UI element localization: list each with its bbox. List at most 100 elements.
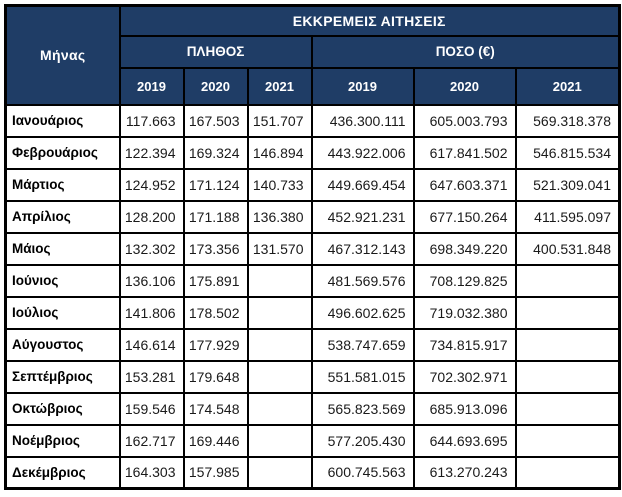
month-cell: Νοέμβριος: [4, 423, 121, 458]
count-2019-cell: 128.200: [118, 199, 185, 234]
count-year-2020-header: 2020: [182, 66, 249, 106]
amount-2021-cell: 400.531.848: [514, 231, 621, 266]
amount-2021-cell: [514, 295, 621, 330]
table-row: Μάρτιος 124.952 171.124 140.733 449.669.…: [4, 167, 621, 202]
count-2021-cell: [247, 295, 313, 330]
amount-2019-cell: 565.823.569: [310, 391, 415, 426]
table-title-row: Μήνας ΕΚΚΡΕΜΕΙΣ ΑΙΤΗΣΕΙΣ: [4, 4, 621, 106]
count-2020-cell: 178.502: [183, 295, 249, 330]
table-row: Φεβρουάριος 122.394 169.324 146.894 443.…: [4, 135, 621, 170]
table-row: Νοέμβριος 162.717 169.446 577.205.430 64…: [4, 423, 621, 458]
table-title: ΕΚΚΡΕΜΕΙΣ ΑΙΤΗΣΕΙΣ: [118, 4, 621, 37]
amount-2021-cell: [514, 423, 621, 458]
amount-2019-cell: 449.669.454: [310, 167, 415, 202]
amount-2019-cell: 467.312.143: [310, 231, 415, 266]
amount-2019-cell: 600.745.563: [310, 455, 415, 490]
amount-2019-cell: 452.921.231: [310, 199, 415, 234]
count-2020-cell: 157.985: [183, 455, 249, 490]
count-2020-cell: 174.548: [183, 391, 249, 426]
count-2020-cell: 171.124: [183, 167, 249, 202]
count-2020-cell: 169.446: [183, 423, 249, 458]
count-2021-cell: [247, 455, 313, 490]
table-row: Ιανουάριος 117.663 167.503 151.707 436.3…: [4, 103, 621, 138]
amount-2021-cell: 546.815.534: [514, 135, 621, 170]
count-2019-cell: 141.806: [118, 295, 185, 330]
month-cell: Ιανουάριος: [4, 103, 121, 138]
amount-2019-cell: 496.602.625: [310, 295, 415, 330]
amount-year-2020-header: 2020: [412, 66, 517, 106]
month-cell: Ιούνιος: [4, 263, 121, 298]
group-header-count: ΠΛΗΘΟΣ: [118, 34, 313, 69]
month-cell: Σεπτέμβριος: [4, 359, 121, 394]
amount-2020-cell: 644.693.695: [413, 423, 517, 458]
month-column-header: Μήνας: [4, 4, 121, 106]
count-2019-cell: 136.106: [118, 263, 185, 298]
amount-2020-cell: 698.349.220: [413, 231, 517, 266]
amount-2019-cell: 481.569.576: [310, 263, 415, 298]
table-row: Δεκέμβριος 164.303 157.985 600.745.563 6…: [4, 455, 621, 490]
count-2020-cell: 177.929: [183, 327, 249, 362]
count-2021-cell: 136.380: [247, 199, 313, 234]
count-2020-cell: 169.324: [183, 135, 249, 170]
amount-year-2021-header: 2021: [514, 66, 621, 106]
amount-2020-cell: 677.150.264: [413, 199, 517, 234]
amount-2021-cell: [514, 455, 621, 490]
count-2020-cell: 167.503: [183, 103, 249, 138]
count-2019-cell: 159.546: [118, 391, 185, 426]
count-year-2021-header: 2021: [246, 66, 313, 106]
table-row: Απρίλιος 128.200 171.188 136.380 452.921…: [4, 199, 621, 234]
count-2019-cell: 122.394: [118, 135, 185, 170]
table-row: Αύγουστος 146.614 177.929 538.747.659 73…: [4, 327, 621, 362]
month-cell: Φεβρουάριος: [4, 135, 121, 170]
month-cell: Απρίλιος: [4, 199, 121, 234]
amount-2021-cell: [514, 391, 621, 426]
count-2020-cell: 173.356: [183, 231, 249, 266]
count-2021-cell: 140.733: [247, 167, 313, 202]
table-row: Οκτώβριος 159.546 174.548 565.823.569 68…: [4, 391, 621, 426]
count-year-2019-header: 2019: [118, 66, 185, 106]
count-2021-cell: 151.707: [247, 103, 313, 138]
count-2020-cell: 179.648: [183, 359, 249, 394]
table-row: Μάιος 132.302 173.356 131.570 467.312.14…: [4, 231, 621, 266]
month-cell: Αύγουστος: [4, 327, 121, 362]
amount-2020-cell: 708.129.825: [413, 263, 517, 298]
amount-2021-cell: [514, 263, 621, 298]
amount-2019-cell: 436.300.111: [310, 103, 415, 138]
month-cell: Μάρτιος: [4, 167, 121, 202]
amount-2019-cell: 551.581.015: [310, 359, 415, 394]
amount-2019-cell: 538.747.659: [310, 327, 415, 362]
table-row: Ιούλιος 141.806 178.502 496.602.625 719.…: [4, 295, 621, 330]
amount-2020-cell: 617.841.502: [413, 135, 517, 170]
amount-2021-cell: [514, 359, 621, 394]
count-2020-cell: 171.188: [183, 199, 249, 234]
table-row: Σεπτέμβριος 153.281 179.648 551.581.015 …: [4, 359, 621, 394]
count-2019-cell: 162.717: [118, 423, 185, 458]
year-header-row: 2019 2020 2021 2019 2020 2021: [6, 66, 621, 106]
amount-2020-cell: 719.032.380: [413, 295, 517, 330]
amount-2020-cell: 734.815.917: [413, 327, 517, 362]
count-2021-cell: [247, 391, 313, 426]
amount-2020-cell: 702.302.971: [413, 359, 517, 394]
count-2021-cell: [247, 359, 313, 394]
count-2019-cell: 132.302: [118, 231, 185, 266]
count-2021-cell: [247, 263, 313, 298]
month-cell: Οκτώβριος: [4, 391, 121, 426]
month-cell: Δεκέμβριος: [4, 455, 121, 490]
count-2019-cell: 146.614: [118, 327, 185, 362]
amount-2021-cell: [514, 327, 621, 362]
amount-2020-cell: 605.003.793: [413, 103, 517, 138]
count-2019-cell: 164.303: [118, 455, 185, 490]
count-2019-cell: 153.281: [118, 359, 185, 394]
month-cell: Μάιος: [4, 231, 121, 266]
amount-2021-cell: 521.309.041: [514, 167, 621, 202]
count-2021-cell: 146.894: [247, 135, 313, 170]
amount-year-2019-header: 2019: [310, 66, 415, 106]
count-2021-cell: [247, 327, 313, 362]
pending-applications-table: Μήνας ΕΚΚΡΕΜΕΙΣ ΑΙΤΗΣΕΙΣ ΠΛΗΘΟΣ ΠΟΣΟ (€)…: [4, 4, 621, 490]
month-cell: Ιούλιος: [4, 295, 121, 330]
amount-2019-cell: 443.922.006: [310, 135, 415, 170]
count-2021-cell: [247, 423, 313, 458]
group-header-row: ΠΛΗΘΟΣ ΠΟΣΟ (€): [6, 34, 621, 69]
count-2021-cell: 131.570: [247, 231, 313, 266]
amount-2019-cell: 577.205.430: [310, 423, 415, 458]
